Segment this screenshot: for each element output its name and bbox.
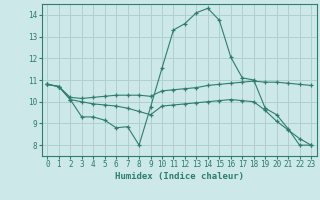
- X-axis label: Humidex (Indice chaleur): Humidex (Indice chaleur): [115, 172, 244, 181]
